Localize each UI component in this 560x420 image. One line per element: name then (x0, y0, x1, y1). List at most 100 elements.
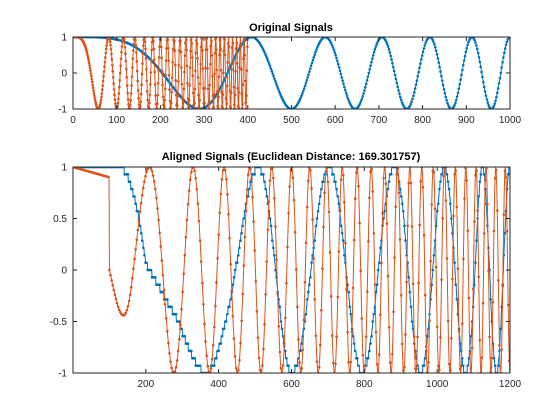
data-point (500, 66, 504, 69)
data-point (334, 362, 337, 366)
data-point (367, 71, 371, 75)
data-point (385, 42, 389, 46)
x-tick-label: 200 (137, 379, 154, 390)
data-point (488, 335, 491, 339)
data-point (375, 283, 379, 287)
data-point (410, 225, 414, 228)
data-point (197, 219, 201, 223)
data-point (415, 367, 418, 371)
data-point (349, 312, 353, 316)
data-point (284, 349, 287, 353)
data-point (164, 73, 167, 77)
data-point (339, 224, 343, 228)
data-point (255, 310, 259, 313)
data-point (91, 83, 94, 87)
data-point (226, 312, 229, 316)
data-point (179, 50, 183, 54)
data-point (357, 184, 360, 188)
data-point (315, 46, 319, 49)
data-point (225, 84, 229, 88)
data-point (143, 180, 146, 183)
data-point (179, 323, 182, 327)
data-point (103, 60, 107, 64)
y-tick-label: -1 (58, 369, 67, 380)
data-point (475, 44, 478, 47)
data-point (386, 187, 390, 191)
data-point (387, 48, 391, 51)
data-point (183, 334, 187, 338)
data-point (405, 280, 408, 284)
data-point (436, 364, 440, 368)
data-point (183, 54, 187, 57)
data-point (128, 106, 132, 109)
data-point (102, 70, 106, 73)
data-point (296, 364, 299, 367)
data-point (241, 292, 244, 296)
data-point (125, 67, 128, 71)
data-point (198, 239, 202, 242)
data-point (357, 364, 360, 367)
data-point (396, 167, 400, 170)
data-point (281, 334, 285, 338)
data-point (284, 316, 287, 320)
data-point (384, 182, 388, 186)
data-point (202, 302, 205, 306)
data-point (243, 53, 247, 57)
data-point (137, 219, 141, 223)
data-point (235, 261, 239, 264)
data-point (221, 106, 224, 109)
data-point (218, 211, 222, 215)
data-point (185, 48, 188, 52)
data-point (388, 361, 392, 364)
data-point (330, 334, 334, 337)
data-point (494, 99, 497, 102)
data-point (253, 249, 257, 252)
data-point (320, 187, 323, 191)
data-point (170, 366, 173, 370)
data-point (245, 69, 249, 72)
data-point (208, 83, 212, 87)
data-point (218, 53, 221, 57)
data-point (436, 202, 440, 206)
data-point (445, 98, 448, 102)
data-point (365, 290, 369, 293)
data-point (180, 66, 183, 69)
data-point (314, 334, 318, 338)
data-point (117, 97, 120, 101)
data-point (486, 101, 490, 104)
data-point (199, 62, 202, 66)
data-point (206, 67, 209, 70)
data-point (232, 103, 236, 107)
data-point (493, 102, 497, 106)
data-point (238, 246, 241, 250)
data-point (475, 47, 479, 51)
data-point (422, 364, 426, 367)
data-point (93, 99, 97, 103)
data-point (343, 200, 346, 204)
data-point (490, 356, 494, 360)
data-point (451, 277, 454, 281)
data-point (232, 276, 236, 279)
data-point (91, 86, 95, 90)
data-point (269, 67, 273, 71)
data-point (203, 102, 206, 105)
data-point (174, 366, 178, 369)
data-point (154, 187, 157, 191)
data-point (170, 101, 173, 105)
data-point (212, 105, 216, 109)
data-point (393, 73, 397, 77)
y-tick-label: 1 (61, 33, 67, 44)
data-point (183, 70, 186, 74)
y-tick-label: 0.5 (53, 214, 67, 225)
data-point (316, 209, 320, 213)
data-point (409, 102, 413, 106)
data-point (235, 41, 239, 45)
data-point (251, 195, 254, 199)
data-point (157, 56, 161, 59)
data-point (376, 268, 380, 272)
data-point (432, 253, 436, 257)
data-point (351, 334, 355, 338)
data-point (445, 173, 449, 176)
data-point (99, 101, 102, 105)
data-point (239, 239, 242, 242)
